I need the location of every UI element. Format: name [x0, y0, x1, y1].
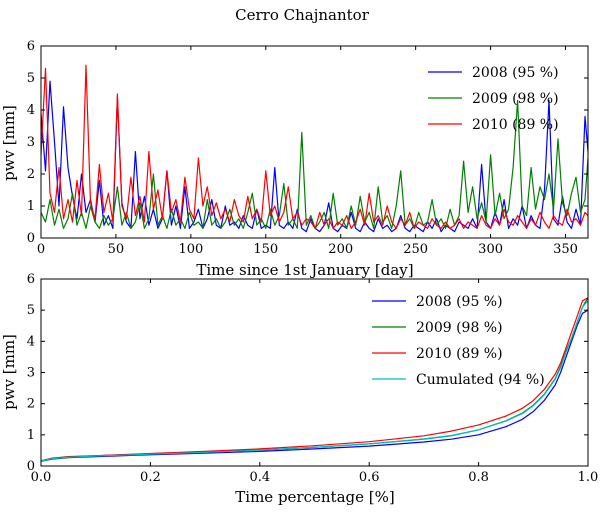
timeseries-y-tick-label: 6 [27, 39, 35, 54]
cumulative-series-line-4 [41, 300, 588, 462]
timeseries-x-tick-label: 100 [178, 242, 203, 257]
figure-title: Cerro Chajnantor [235, 6, 370, 24]
cumulative-x-tick-label: 0.4 [249, 470, 270, 485]
timeseries-x-tick-label: 250 [403, 242, 428, 257]
cumulative-y-tick-label: 6 [27, 272, 35, 287]
timeseries-x-tick-label: 350 [553, 242, 578, 257]
timeseries-legend-label-3: 2010 (89 %) [472, 117, 559, 133]
cumulative-y-tick-label: 1 [27, 428, 35, 443]
timeseries-x-axis-label: Time since 1st January [day] [196, 261, 413, 279]
timeseries-x-tick-label: 50 [108, 242, 125, 257]
timeseries-legend-label-2: 2009 (98 %) [472, 91, 559, 107]
cumulative-x-axis-label: Time percentage [%] [235, 488, 394, 506]
cumulative-y-tick-label: 3 [27, 366, 35, 381]
timeseries-y-tick-label: 0 [27, 231, 35, 246]
timeseries-y-tick-label: 2 [27, 167, 35, 182]
timeseries-y-tick-label: 1 [27, 199, 35, 214]
cumulative-x-tick-label: 0.6 [359, 470, 380, 485]
cumulative-y-tick-label: 5 [27, 303, 35, 318]
cumulative-legend-label-1: 2008 (95 %) [416, 294, 503, 310]
timeseries-y-tick-label: 4 [27, 103, 35, 118]
cumulative-x-tick-label: 1.0 [578, 470, 599, 485]
cumulative-x-tick-label: 0.8 [468, 470, 489, 485]
timeseries-legend-label-1: 2008 (95 %) [472, 65, 559, 81]
timeseries-x-tick-label: 300 [478, 242, 503, 257]
cumulative-legend-label-4: Cumulated (94 %) [416, 372, 545, 388]
timeseries-x-tick-label: 0 [37, 242, 45, 257]
cumulative-x-tick-label: 0.2 [140, 470, 161, 485]
timeseries-y-axis-label: pwv [mm] [0, 105, 18, 181]
timeseries-series-line-3 [41, 64, 588, 229]
cumulative-y-tick-label: 2 [27, 397, 35, 412]
cumulative-y-axis-label: pwv [mm] [0, 334, 18, 410]
cumulative-chart: Time percentage [%] pwv [mm] 0.0 0.2 0.4 0.… [0, 272, 598, 506]
timeseries-y-tick-label: 3 [27, 135, 35, 150]
cumulative-y-tick-label: 4 [27, 334, 35, 349]
timeseries-x-tick-label: 200 [328, 242, 353, 257]
cumulative-x-tick-label: 0.0 [31, 470, 52, 485]
timeseries-y-tick-label: 5 [27, 71, 35, 86]
timeseries-x-tick-label: 150 [253, 242, 278, 257]
timeseries-chart: Time since 1st January [day] pwv [mm] 0 5… [0, 39, 589, 279]
cumulative-y-tick-label: 0 [27, 459, 35, 474]
cumulative-legend-label-3: 2010 (89 %) [416, 346, 503, 362]
cumulative-legend-label-2: 2009 (98 %) [416, 320, 503, 336]
